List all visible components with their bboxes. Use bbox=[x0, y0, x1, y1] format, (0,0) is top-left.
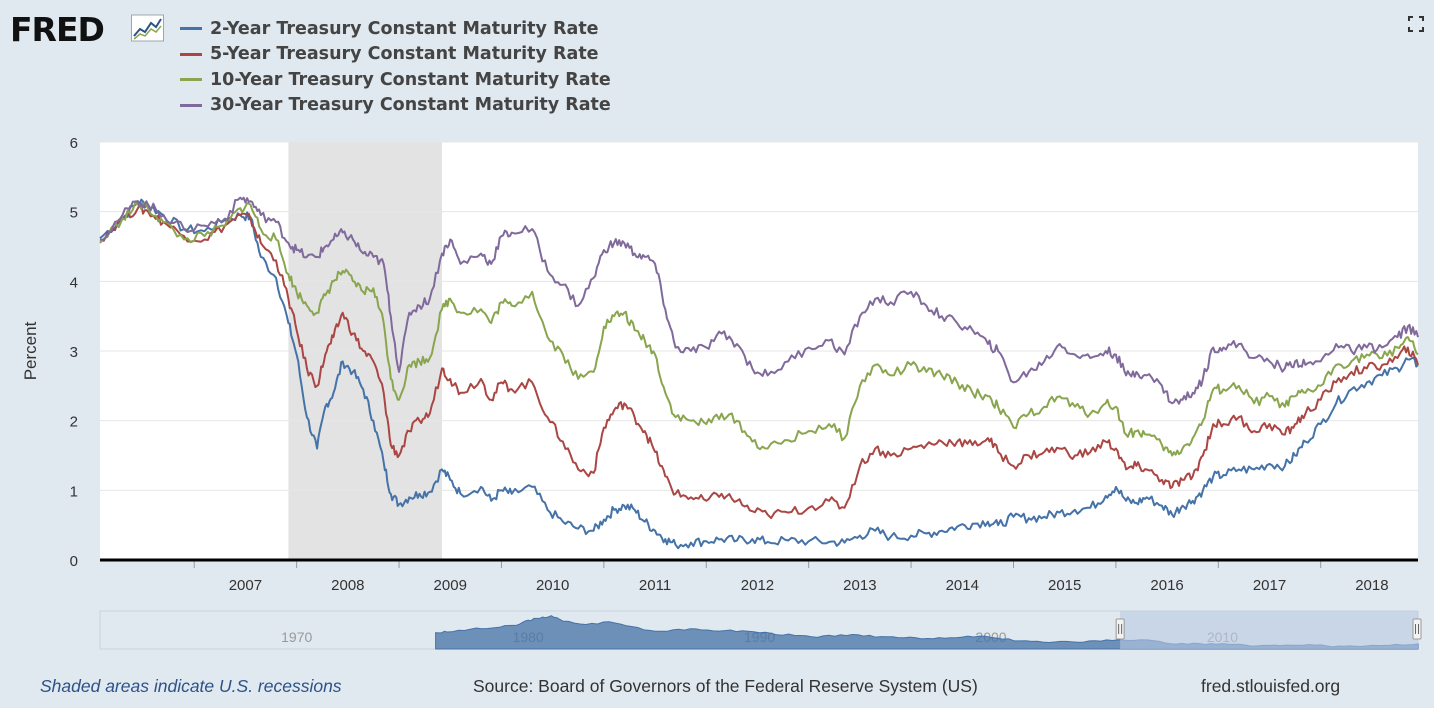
fullscreen-icon[interactable] bbox=[1408, 16, 1424, 32]
x-tick-label-2011: 2011 bbox=[639, 577, 671, 594]
y-tick-label-5: 5 bbox=[70, 205, 78, 222]
legend-item-5-year[interactable]: 5-Year Treasury Constant Maturity Rate bbox=[180, 42, 611, 68]
x-tick-label-2015: 2015 bbox=[1048, 577, 1081, 594]
source-note: Source: Board of Governors of the Federa… bbox=[473, 676, 978, 696]
legend-swatch-10-year bbox=[180, 78, 202, 82]
series-line-3 bbox=[99, 201, 1419, 457]
x-tick-label-2014: 2014 bbox=[946, 577, 979, 594]
y-axis-label: Percent bbox=[21, 321, 40, 380]
x-tick-label-2016: 2016 bbox=[1150, 577, 1183, 594]
y-tick-label-3: 3 bbox=[70, 344, 78, 361]
series-line-4 bbox=[99, 196, 1419, 405]
navigator-left-handle-grip[interactable] bbox=[1115, 618, 1125, 640]
chart-legend: 2-Year Treasury Constant Maturity Rate 5… bbox=[180, 16, 611, 118]
site-link[interactable]: fred.stlouisfed.org bbox=[1201, 676, 1341, 696]
x-tick-label-2007: 2007 bbox=[229, 577, 262, 594]
y-tick-label-1: 1 bbox=[70, 483, 78, 500]
legend-label-30-year: 30-Year Treasury Constant Maturity Rate bbox=[210, 95, 611, 116]
recession-note: Shaded areas indicate U.S. recessions bbox=[40, 676, 342, 696]
legend-item-30-year[interactable]: 30-Year Treasury Constant Maturity Rate bbox=[180, 93, 611, 119]
y-tick-label-4: 4 bbox=[70, 274, 78, 291]
legend-swatch-2-year bbox=[180, 27, 202, 31]
legend-item-2-year[interactable]: 2-Year Treasury Constant Maturity Rate bbox=[180, 16, 611, 42]
range-navigator[interactable]: 19701980199020002010 bbox=[99, 610, 1422, 650]
legend-label-10-year: 10-Year Treasury Constant Maturity Rate bbox=[210, 69, 611, 90]
navigator-right-handle-grip[interactable] bbox=[1412, 618, 1422, 640]
x-tick-label-2008: 2008 bbox=[331, 577, 364, 594]
x-tick-label-2017: 2017 bbox=[1253, 577, 1286, 594]
y-tick-label-6: 6 bbox=[70, 135, 78, 152]
navigator-label-1970: 1970 bbox=[281, 629, 312, 645]
y-tick-label-0: 0 bbox=[70, 553, 78, 570]
navigator-selected-range[interactable] bbox=[1120, 611, 1418, 649]
legend-swatch-30-year bbox=[180, 103, 202, 107]
x-tick-label-2009: 2009 bbox=[434, 577, 467, 594]
legend-label-2-year: 2-Year Treasury Constant Maturity Rate bbox=[210, 18, 599, 39]
series-line-2 bbox=[99, 203, 1419, 520]
fred-chart-logo-icon bbox=[131, 14, 164, 42]
fred-logo[interactable]: FRED bbox=[10, 10, 105, 49]
legend-item-10-year[interactable]: 10-Year Treasury Constant Maturity Rate bbox=[180, 67, 611, 93]
legend-swatch-5-year bbox=[180, 52, 202, 56]
x-tick-label-2018: 2018 bbox=[1355, 577, 1388, 594]
legend-label-5-year: 5-Year Treasury Constant Maturity Rate bbox=[210, 44, 599, 65]
x-tick-label-2013: 2013 bbox=[843, 577, 876, 594]
y-tick-label-2: 2 bbox=[70, 414, 78, 431]
line-chart: 0 1 2 3 4 5 6 2007 2008 2009 2010 2011 2012 2013 2014… bbox=[21, 135, 1422, 650]
x-tick-label-2012: 2012 bbox=[741, 577, 774, 594]
navigator-left-handle[interactable] bbox=[1115, 618, 1125, 640]
navigator-right-handle[interactable] bbox=[1412, 618, 1422, 640]
series-line-1 bbox=[99, 198, 1419, 550]
x-tick-label-2010: 2010 bbox=[536, 577, 569, 594]
